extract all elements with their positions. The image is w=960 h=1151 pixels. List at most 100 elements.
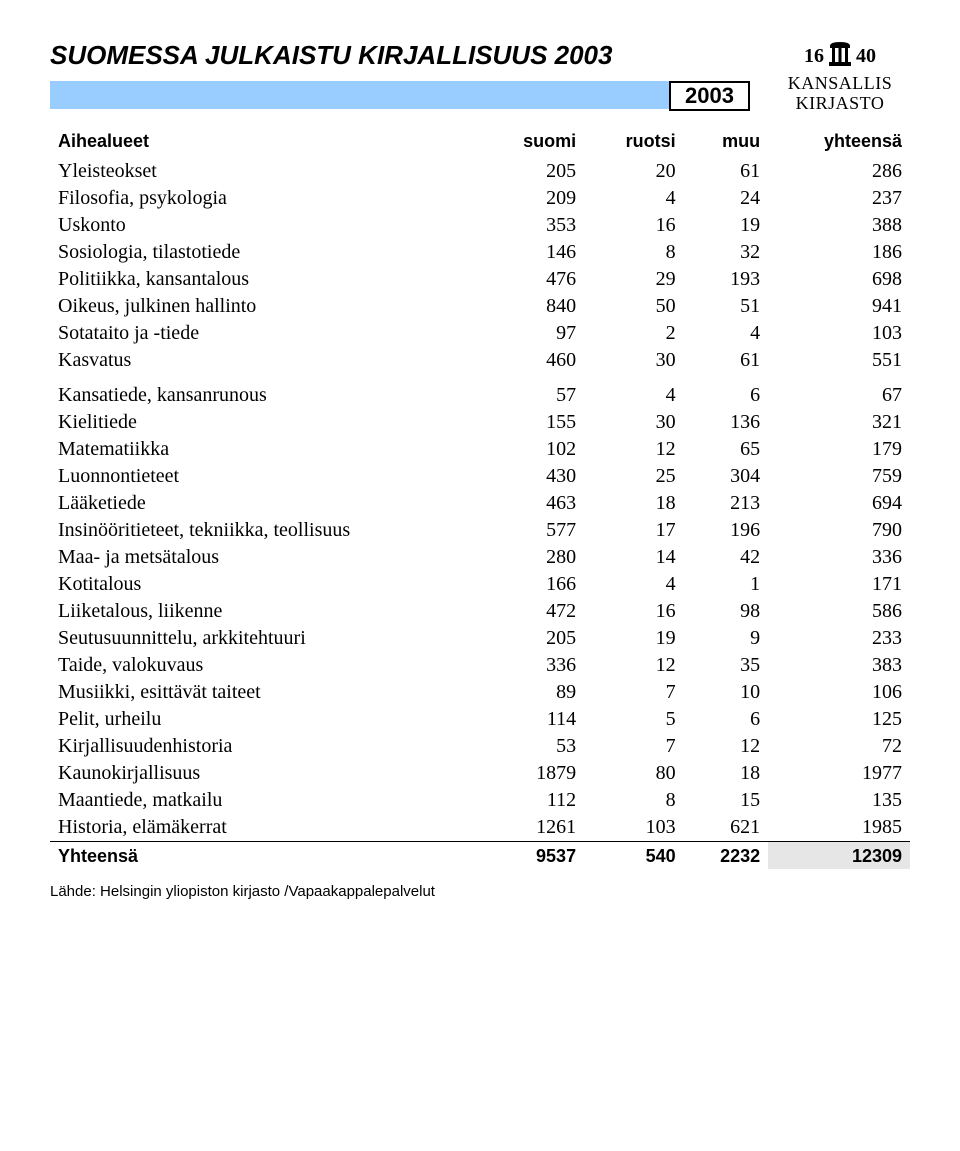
total-label: Yhteensä xyxy=(50,842,480,870)
col-ruotsi: ruotsi xyxy=(584,129,684,158)
row-value: 102 xyxy=(480,436,584,463)
row-value: 1261 xyxy=(480,814,584,842)
row-label: Maa- ja metsätalous xyxy=(50,544,480,571)
row-value: 29 xyxy=(584,266,684,293)
page-title: SUOMESSA JULKAISTU KIRJALLISUUS 2003 xyxy=(50,40,750,71)
row-label: Seutusuunnittelu, arkkitehtuuri xyxy=(50,625,480,652)
row-value: 179 xyxy=(768,436,910,463)
row-value: 209 xyxy=(480,185,584,212)
row-value: 30 xyxy=(584,409,684,436)
row-value: 19 xyxy=(584,625,684,652)
table-row: Filosofia, psykologia209424237 xyxy=(50,185,910,212)
row-value: 65 xyxy=(684,436,769,463)
total-value: 12309 xyxy=(768,842,910,870)
total-value: 9537 xyxy=(480,842,584,870)
table-row: Insinööritieteet, tekniikka, teollisuus5… xyxy=(50,517,910,544)
row-label: Kotitalous xyxy=(50,571,480,598)
row-value: 205 xyxy=(480,625,584,652)
logo-year-left: 16 xyxy=(804,45,824,68)
row-value: 12 xyxy=(684,733,769,760)
row-value: 17 xyxy=(584,517,684,544)
total-value: 540 xyxy=(584,842,684,870)
row-value: 233 xyxy=(768,625,910,652)
row-value: 24 xyxy=(684,185,769,212)
row-value: 460 xyxy=(480,347,584,374)
source-line: Lähde: Helsingin yliopiston kirjasto /Va… xyxy=(50,883,910,900)
table-row: Musiikki, esittävät taiteet89710106 xyxy=(50,679,910,706)
row-value: 67 xyxy=(768,374,910,409)
row-value: 383 xyxy=(768,652,910,679)
row-value: 205 xyxy=(480,158,584,185)
row-value: 12 xyxy=(584,652,684,679)
row-value: 6 xyxy=(684,706,769,733)
row-label: Filosofia, psykologia xyxy=(50,185,480,212)
row-label: Luonnontieteet xyxy=(50,463,480,490)
row-value: 186 xyxy=(768,239,910,266)
row-value: 97 xyxy=(480,320,584,347)
col-muu: muu xyxy=(684,129,769,158)
row-value: 472 xyxy=(480,598,584,625)
row-value: 18 xyxy=(684,760,769,787)
row-value: 10 xyxy=(684,679,769,706)
data-table: Aihealueet suomi ruotsi muu yhteensä Yle… xyxy=(50,129,910,869)
row-value: 166 xyxy=(480,571,584,598)
total-value: 2232 xyxy=(684,842,769,870)
table-row: Pelit, urheilu11456125 xyxy=(50,706,910,733)
row-label: Matematiikka xyxy=(50,436,480,463)
row-label: Maantiede, matkailu xyxy=(50,787,480,814)
row-value: 336 xyxy=(480,652,584,679)
row-value: 353 xyxy=(480,212,584,239)
row-value: 106 xyxy=(768,679,910,706)
row-value: 286 xyxy=(768,158,910,185)
row-value: 42 xyxy=(684,544,769,571)
col-subject: Aihealueet xyxy=(50,129,480,158)
row-value: 1977 xyxy=(768,760,910,787)
row-value: 7 xyxy=(584,679,684,706)
row-value: 32 xyxy=(684,239,769,266)
table-row: Oikeus, julkinen hallinto8405051941 xyxy=(50,293,910,320)
row-value: 155 xyxy=(480,409,584,436)
row-label: Kansatiede, kansanrunous xyxy=(50,374,480,409)
table-row: Luonnontieteet43025304759 xyxy=(50,463,910,490)
logo-line2: KIRJASTO xyxy=(770,94,910,114)
table-row: Kasvatus4603061551 xyxy=(50,347,910,374)
row-value: 136 xyxy=(684,409,769,436)
table-row: Maantiede, matkailu112815135 xyxy=(50,787,910,814)
row-value: 51 xyxy=(684,293,769,320)
row-value: 7 xyxy=(584,733,684,760)
row-value: 171 xyxy=(768,571,910,598)
row-value: 35 xyxy=(684,652,769,679)
row-value: 98 xyxy=(684,598,769,625)
row-value: 19 xyxy=(684,212,769,239)
table-row: Lääketiede46318213694 xyxy=(50,490,910,517)
row-label: Liiketalous, liikenne xyxy=(50,598,480,625)
row-value: 89 xyxy=(480,679,584,706)
row-label: Kasvatus xyxy=(50,347,480,374)
row-value: 840 xyxy=(480,293,584,320)
logo-line1: KANSALLIS xyxy=(770,74,910,94)
row-value: 112 xyxy=(480,787,584,814)
row-value: 586 xyxy=(768,598,910,625)
row-value: 213 xyxy=(684,490,769,517)
row-value: 237 xyxy=(768,185,910,212)
row-value: 621 xyxy=(684,814,769,842)
row-label: Historia, elämäkerrat xyxy=(50,814,480,842)
logo-year-right: 40 xyxy=(856,45,876,68)
row-label: Yleisteokset xyxy=(50,158,480,185)
row-value: 4 xyxy=(584,374,684,409)
row-value: 304 xyxy=(684,463,769,490)
row-value: 72 xyxy=(768,733,910,760)
row-value: 759 xyxy=(768,463,910,490)
column-icon xyxy=(826,40,854,72)
row-value: 50 xyxy=(584,293,684,320)
table-row: Maa- ja metsätalous2801442336 xyxy=(50,544,910,571)
row-value: 2 xyxy=(584,320,684,347)
table-row: Sosiologia, tilastotiede146832186 xyxy=(50,239,910,266)
row-value: 8 xyxy=(584,787,684,814)
row-value: 321 xyxy=(768,409,910,436)
row-label: Sosiologia, tilastotiede xyxy=(50,239,480,266)
row-label: Oikeus, julkinen hallinto xyxy=(50,293,480,320)
row-value: 790 xyxy=(768,517,910,544)
table-row: Yleisteokset2052061286 xyxy=(50,158,910,185)
row-value: 16 xyxy=(584,212,684,239)
